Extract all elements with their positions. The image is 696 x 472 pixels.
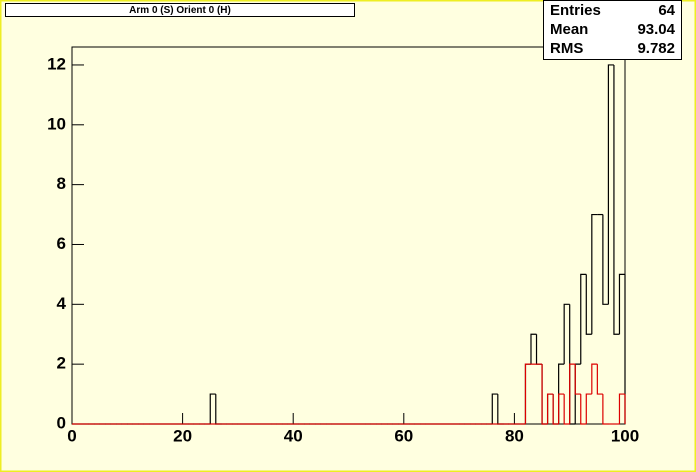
histogram-step <box>613 64 620 335</box>
y-tick-label: 0 <box>57 413 66 432</box>
y-tick-label: 4 <box>57 294 67 313</box>
histogram-step <box>569 363 576 424</box>
stats-value: 9.782 <box>637 40 675 57</box>
histogram-step <box>580 273 587 365</box>
histogram-step <box>602 394 609 425</box>
stats-box <box>543 0 682 60</box>
histogram-step <box>209 393 216 424</box>
y-tick-label: 8 <box>57 174 66 193</box>
histogram-step <box>574 364 581 395</box>
y-tick-label: 6 <box>57 234 66 253</box>
stats-label: Mean <box>550 21 588 38</box>
y-tick-label: 10 <box>47 114 66 133</box>
stats-value: 93.04 <box>637 21 675 38</box>
histogram-step <box>585 274 592 335</box>
stats-label: RMS <box>550 40 583 57</box>
histogram-step <box>563 303 570 365</box>
histogram-step <box>530 333 537 365</box>
histogram-step <box>618 393 625 424</box>
histogram-step <box>585 393 592 424</box>
x-tick-label: 0 <box>67 426 76 445</box>
histogram-step <box>524 363 531 424</box>
x-tick-label: 60 <box>394 426 413 445</box>
histogram-step <box>591 363 598 395</box>
title-box <box>5 3 355 17</box>
histogram-step <box>607 64 614 305</box>
histogram-step <box>591 213 598 335</box>
histogram-step <box>491 393 498 424</box>
chart-title: Arm 0 (S) Orient 0 (H) <box>129 5 231 16</box>
histogram-step <box>618 273 625 335</box>
x-tick-label: 40 <box>284 426 303 445</box>
histogram-step <box>546 393 554 424</box>
x-tick-label: 100 <box>611 426 639 445</box>
histogram-step <box>602 214 609 305</box>
stats-value: 64 <box>658 2 675 19</box>
histogram-step <box>552 394 559 425</box>
histogram-step <box>558 393 565 424</box>
stats-label: Entries <box>550 2 601 19</box>
histogram-step <box>596 364 603 395</box>
x-tick-label: 80 <box>505 426 524 445</box>
y-tick-label: 2 <box>57 354 66 373</box>
histogram-step <box>541 364 548 425</box>
histogram-step <box>580 394 587 425</box>
histogram-step <box>563 394 570 425</box>
x-tick-label: 20 <box>173 426 192 445</box>
y-tick-label: 12 <box>47 54 66 73</box>
